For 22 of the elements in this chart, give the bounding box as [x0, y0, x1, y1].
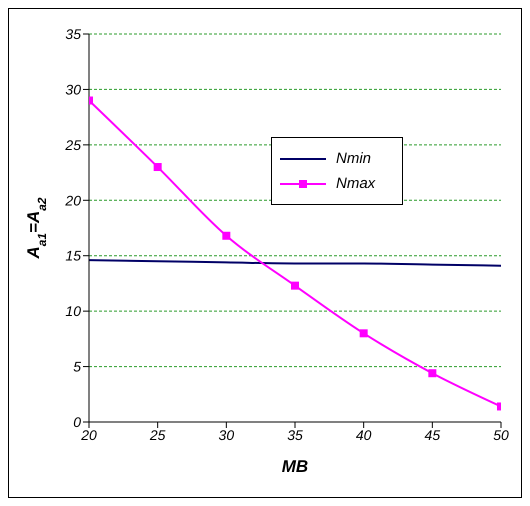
x-axis-title: MB	[282, 457, 308, 476]
point	[428, 369, 436, 378]
point	[222, 232, 230, 240]
y-tick-label: 30	[65, 81, 82, 98]
point	[360, 329, 368, 338]
x-tick-label: 35	[287, 426, 303, 443]
y-tick-label: 5	[73, 358, 82, 375]
y-tick-label: 20	[64, 192, 82, 208]
x-tick-label: 30	[218, 426, 234, 443]
legend-label: Nmin	[336, 150, 372, 167]
y-tick-label: 10	[65, 303, 82, 320]
legend-label: Nmax	[336, 175, 376, 192]
point	[154, 163, 162, 172]
x-tick-label: 45	[424, 426, 440, 443]
x-tick-label: 50	[493, 426, 509, 443]
y-tick-label: 35	[65, 26, 82, 42]
x-tick-label: 40	[356, 426, 372, 443]
y-tick-label: 0	[73, 414, 82, 430]
y-tick-label: 25	[64, 136, 82, 153]
y-tick-label: 15	[65, 248, 82, 264]
point	[291, 282, 299, 290]
x-tick-label: 25	[148, 426, 166, 443]
